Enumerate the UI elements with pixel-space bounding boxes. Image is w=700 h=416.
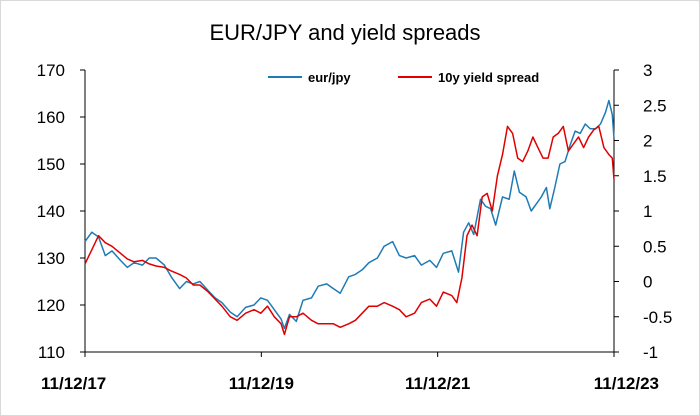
x-tick-label: 11/12/23 [594,374,659,393]
y2-tick-label: 3 [643,61,652,80]
legend-label-yield-spread: 10y yield spread [438,70,539,85]
y-tick-label: 120 [37,296,65,315]
series-line-eur-jpy [84,99,615,330]
legend-label-eur-jpy: eur/jpy [308,70,351,85]
y2-tick-label: -0.5 [643,308,672,327]
y-tick-label: 140 [37,202,65,221]
y-tick-label: 150 [37,155,65,174]
x-tick-label: 11/12/21 [405,374,470,393]
axes: 110 120 130 140 150 160 170 -1 -0.5 0 0.5 1 1.5 2 2.5 3… [37,61,673,393]
plot-area [84,99,615,336]
y-tick-label: 170 [37,61,65,80]
y-tick-label: 130 [37,249,65,268]
series-line-10y-yield-spread [84,125,615,336]
chart-title: EUR/JPY and yield spreads [209,20,480,45]
y-tick-label: 160 [37,108,65,127]
y2-tick-label: 2 [643,132,652,151]
y2-tick-label: 1 [643,202,652,221]
y2-tick-label: 0 [643,273,652,292]
x-tick-label: 11/12/17 [41,374,106,393]
y2-tick-label: 2.5 [643,96,667,115]
legend: eur/jpy 10y yield spread [268,70,539,85]
y-tick-label: 110 [38,343,65,362]
x-tick-label: 11/12/19 [229,374,294,393]
y2-tick-label: 0.5 [643,237,667,256]
y2-tick-label: -1 [643,343,658,362]
y2-tick-label: 1.5 [643,167,667,186]
